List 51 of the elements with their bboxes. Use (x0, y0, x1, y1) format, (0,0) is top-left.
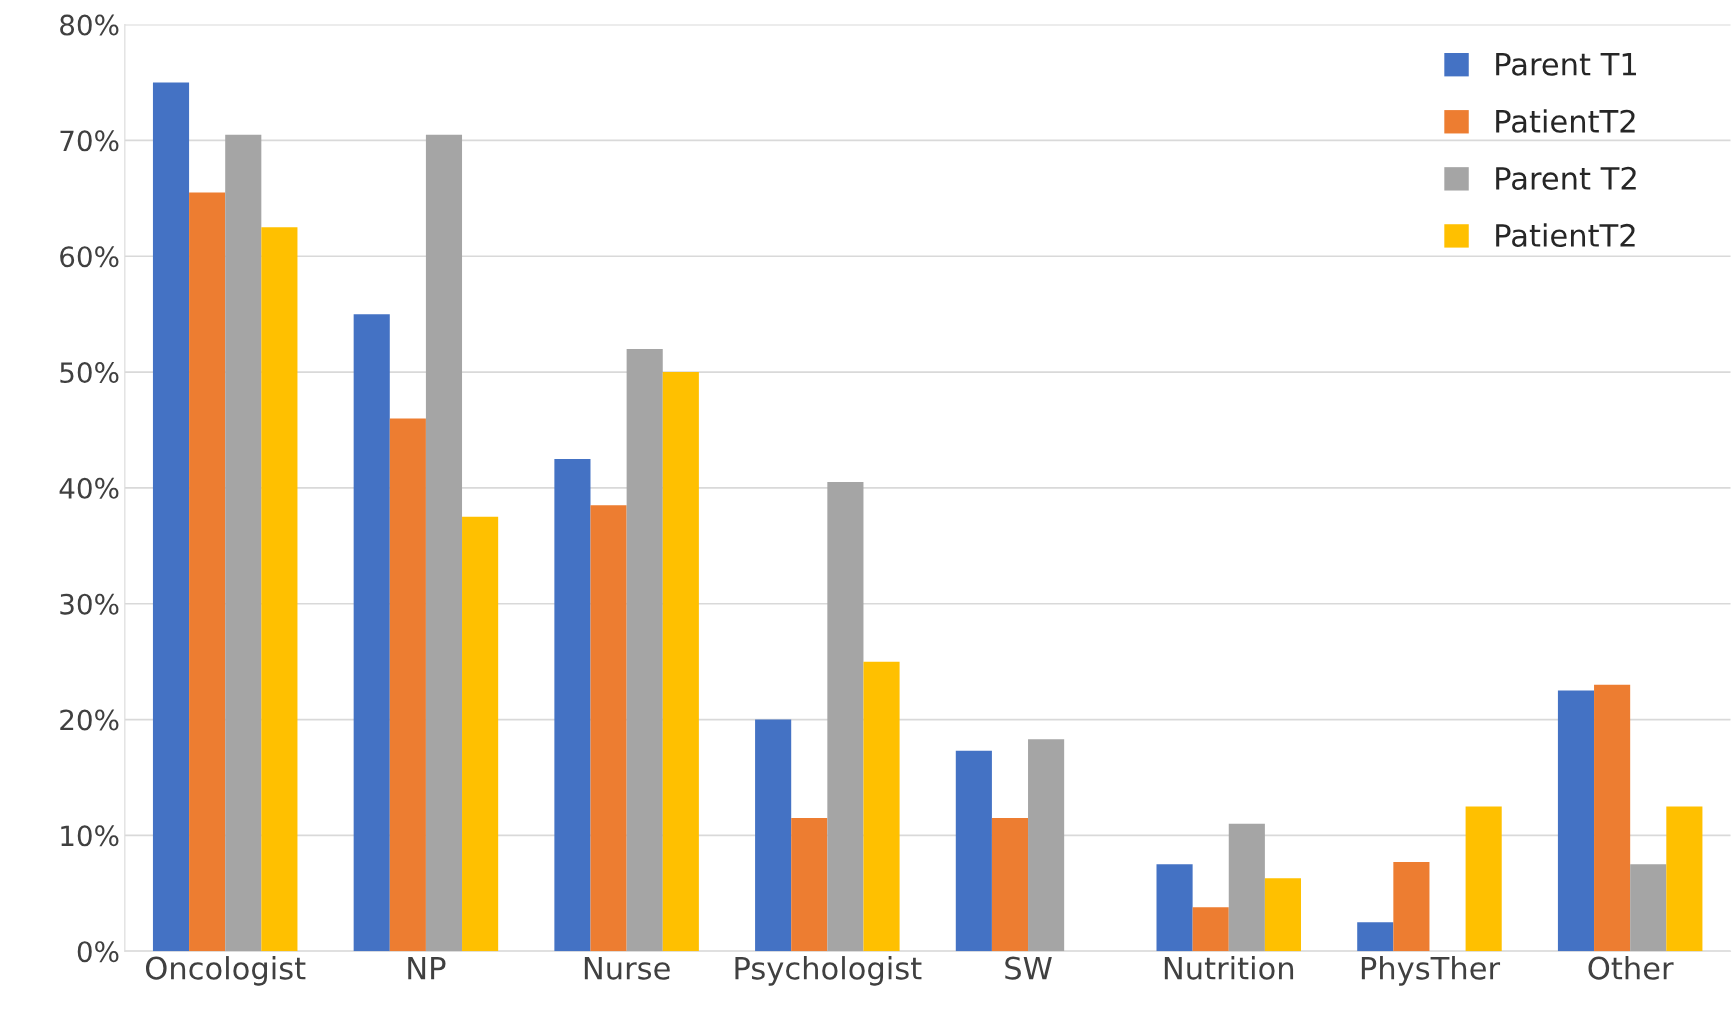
y-tick-label: 50% (60, 362, 119, 384)
y-tick-label: 30% (60, 593, 119, 615)
bar (1228, 823, 1265, 952)
bar (261, 227, 298, 952)
bar (1028, 739, 1065, 952)
x-tick-label: NP (408, 957, 446, 980)
y-tick-label: 0% (77, 941, 119, 963)
bar (1357, 922, 1394, 952)
bar (389, 418, 426, 952)
bar (791, 818, 828, 952)
bar (955, 750, 992, 952)
bar (1192, 907, 1229, 952)
bar (1557, 690, 1595, 952)
bar (1594, 684, 1631, 952)
bar (462, 516, 499, 952)
legend-label: PatientT2 (1496, 109, 1635, 133)
y-tick-label: 40% (59, 477, 119, 499)
y-tick-label: 60% (60, 246, 119, 268)
bar (425, 134, 463, 952)
bar (863, 661, 900, 952)
bar (554, 458, 591, 952)
y-tick-label: 80% (60, 14, 119, 36)
legend-label: PatientT2 (1496, 223, 1635, 247)
bar (1666, 806, 1703, 952)
bar (827, 482, 864, 952)
x-tick-label: PhysTher (1361, 956, 1501, 986)
bar (1264, 878, 1302, 952)
legend-label: Parent T1 (1496, 53, 1636, 76)
bar (353, 314, 390, 952)
bar (225, 134, 262, 952)
legend-label: Parent T2 (1496, 166, 1636, 190)
bar (1630, 864, 1667, 952)
y-tick-label: 20% (60, 709, 119, 731)
x-tick-label: Other (1588, 956, 1674, 980)
bar (590, 505, 627, 952)
bar (1156, 864, 1193, 952)
bar (189, 192, 226, 952)
bar (662, 372, 699, 952)
y-tick-label: 70% (60, 130, 119, 152)
x-tick-label: Oncologist (145, 956, 306, 986)
bar (1465, 806, 1502, 952)
bar (152, 82, 190, 952)
bar (626, 348, 663, 952)
bar (1393, 862, 1430, 952)
x-tick-label: SW (1005, 956, 1052, 980)
x-tick-label: Psychologist (735, 956, 922, 986)
y-tick-label: 10% (61, 825, 119, 847)
bar (755, 719, 792, 952)
x-tick-label: Nutrition (1164, 956, 1294, 980)
bar (991, 818, 1029, 952)
x-tick-label: Nurse (584, 957, 670, 980)
